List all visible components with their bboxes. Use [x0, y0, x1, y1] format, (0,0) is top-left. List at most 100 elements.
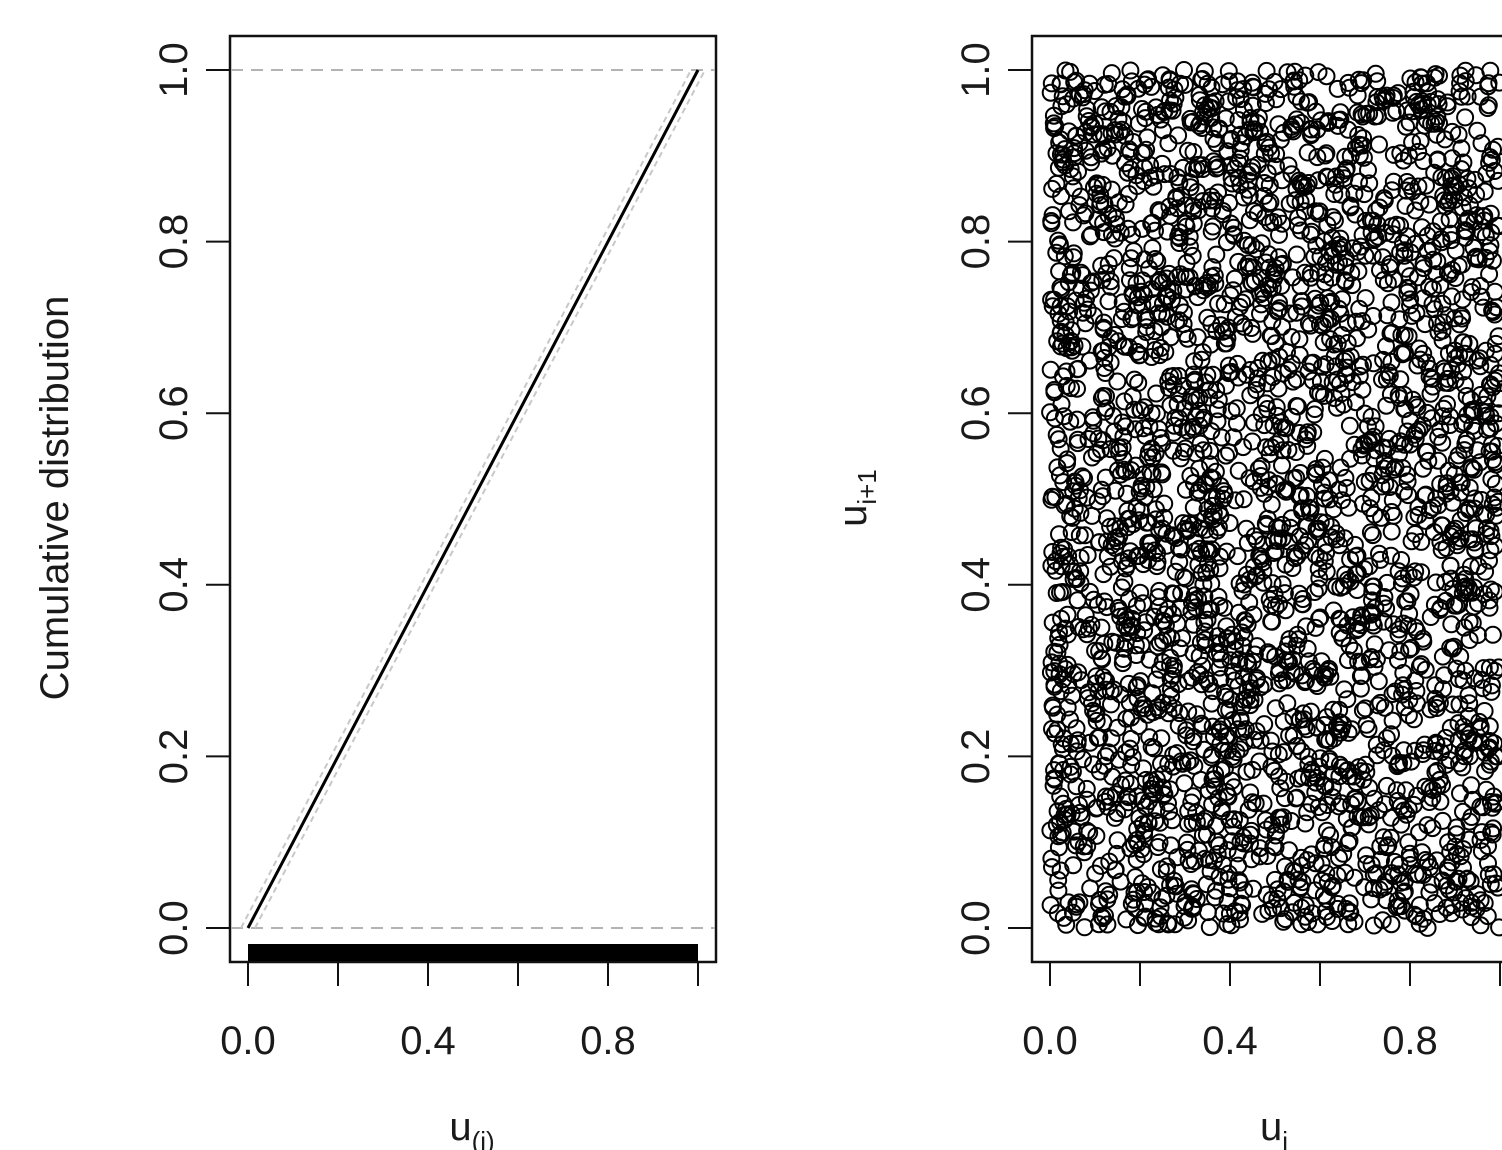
- scatter-point: [1361, 523, 1380, 542]
- scatter-point: [1152, 463, 1171, 482]
- scatter-point: [1177, 280, 1196, 299]
- scatter-point: [1363, 613, 1382, 632]
- scatter-point: [1452, 139, 1471, 158]
- scatter-point: [1330, 609, 1349, 628]
- scatter-point: [1120, 693, 1139, 712]
- scatter-point: [1382, 915, 1401, 934]
- scatter-point: [1181, 855, 1200, 873]
- scatter-point: [1108, 831, 1127, 850]
- scatter-point: [1043, 696, 1062, 715]
- scatter-point: [1070, 526, 1089, 545]
- scatter-point: [1098, 890, 1117, 909]
- right-y-tick-label: 0.6: [954, 385, 998, 441]
- scatter-point: [1209, 390, 1228, 409]
- scatter-point: [1070, 893, 1089, 912]
- scatter-point: [1488, 216, 1502, 235]
- left-x-tick-label: 0.8: [580, 1019, 636, 1063]
- scatter-point: [1095, 756, 1114, 775]
- scatter-point: [1418, 853, 1437, 872]
- scatter-point: [1155, 494, 1174, 513]
- scatter-point: [1107, 215, 1126, 234]
- scatter-point: [1462, 893, 1481, 912]
- scatter-point: [1350, 172, 1368, 191]
- scatter-point: [1476, 227, 1495, 246]
- scatter-point: [1258, 847, 1277, 865]
- scatter-point: [1480, 598, 1499, 617]
- scatter-point: [1098, 797, 1117, 816]
- scatter-point: [1178, 833, 1196, 852]
- scatter-point: [1052, 322, 1071, 341]
- left-y-tick-label: 1.0: [152, 42, 196, 98]
- scatter-point: [1310, 569, 1329, 588]
- scatter-point: [1229, 856, 1248, 875]
- scatter-point: [1075, 526, 1094, 545]
- scatter-point: [1351, 667, 1370, 686]
- scatter-point: [1441, 416, 1459, 434]
- scatter-point: [1244, 879, 1263, 898]
- scatter-point: [1221, 690, 1240, 709]
- scatter-point: [1116, 417, 1135, 436]
- left-x-tick-label: 0.4: [400, 1019, 456, 1063]
- scatter-point: [1463, 416, 1482, 435]
- scatter-point: [1334, 844, 1353, 863]
- scatter-point: [1168, 199, 1187, 218]
- scatter-point: [1221, 879, 1239, 898]
- scatter-point: [1403, 133, 1422, 152]
- scatter-point: [1098, 139, 1117, 158]
- scatter-point: [1462, 458, 1481, 477]
- scatter-point: [1118, 87, 1137, 106]
- scatter-point: [1146, 221, 1164, 240]
- scatter-point: [1447, 872, 1466, 891]
- scatter-point: [1045, 770, 1064, 789]
- scatter-point: [1405, 710, 1423, 729]
- scatter-point: [1096, 102, 1115, 121]
- scatter-point: [1449, 125, 1468, 144]
- scatter-point: [1177, 254, 1196, 273]
- scatter-point: [1403, 182, 1422, 201]
- scatter-point: [1474, 207, 1493, 226]
- scatter-point: [1288, 397, 1307, 416]
- scatter-point: [1345, 184, 1364, 203]
- scatter-point: [1103, 632, 1122, 651]
- scatter-point: [1291, 878, 1310, 896]
- scatter-point: [1051, 861, 1070, 880]
- scatter-point: [1328, 116, 1347, 135]
- scatter-point: [1155, 508, 1174, 527]
- scatter-point: [1287, 87, 1306, 106]
- scatter-point: [1452, 160, 1471, 179]
- scatter-point: [1094, 313, 1113, 332]
- scatter-point: [1055, 540, 1074, 559]
- scatter-point: [1393, 344, 1412, 362]
- scatter-point: [1184, 418, 1203, 436]
- scatter-point: [1101, 277, 1120, 296]
- scatter-point: [1446, 837, 1465, 856]
- scatter-point: [1269, 208, 1288, 227]
- scatter-point: [1111, 872, 1130, 891]
- scatter-point: [1479, 865, 1498, 884]
- scatter-point: [1153, 611, 1172, 630]
- scatter-point: [1469, 557, 1488, 576]
- scatter-point: [1219, 870, 1238, 889]
- scatter-point: [1482, 823, 1501, 842]
- scatter-point: [1071, 503, 1090, 522]
- scatter-point: [1203, 496, 1222, 515]
- scatter-point: [1139, 513, 1158, 532]
- scatter-point: [1327, 530, 1346, 549]
- scatter-point: [1287, 303, 1306, 322]
- scatter-point: [1311, 293, 1330, 312]
- scatter-point: [1203, 199, 1222, 218]
- scatter-point: [1246, 794, 1265, 813]
- scatter-point: [1078, 100, 1097, 119]
- right-y-tick-label: 0.8: [954, 214, 998, 270]
- left-y-tick-label: 0.8: [152, 214, 196, 270]
- scatter-point: [1084, 701, 1103, 720]
- scatter-point: [1317, 144, 1336, 163]
- scatter-point: [1474, 679, 1492, 698]
- scatter-point: [1271, 413, 1290, 432]
- scatter-point: [1218, 915, 1237, 933]
- scatter-point: [1140, 728, 1159, 747]
- scatter-point: [1418, 111, 1437, 130]
- scatter-point: [1361, 499, 1379, 518]
- scatter-point: [1226, 491, 1245, 510]
- scatter-point: [1161, 367, 1180, 386]
